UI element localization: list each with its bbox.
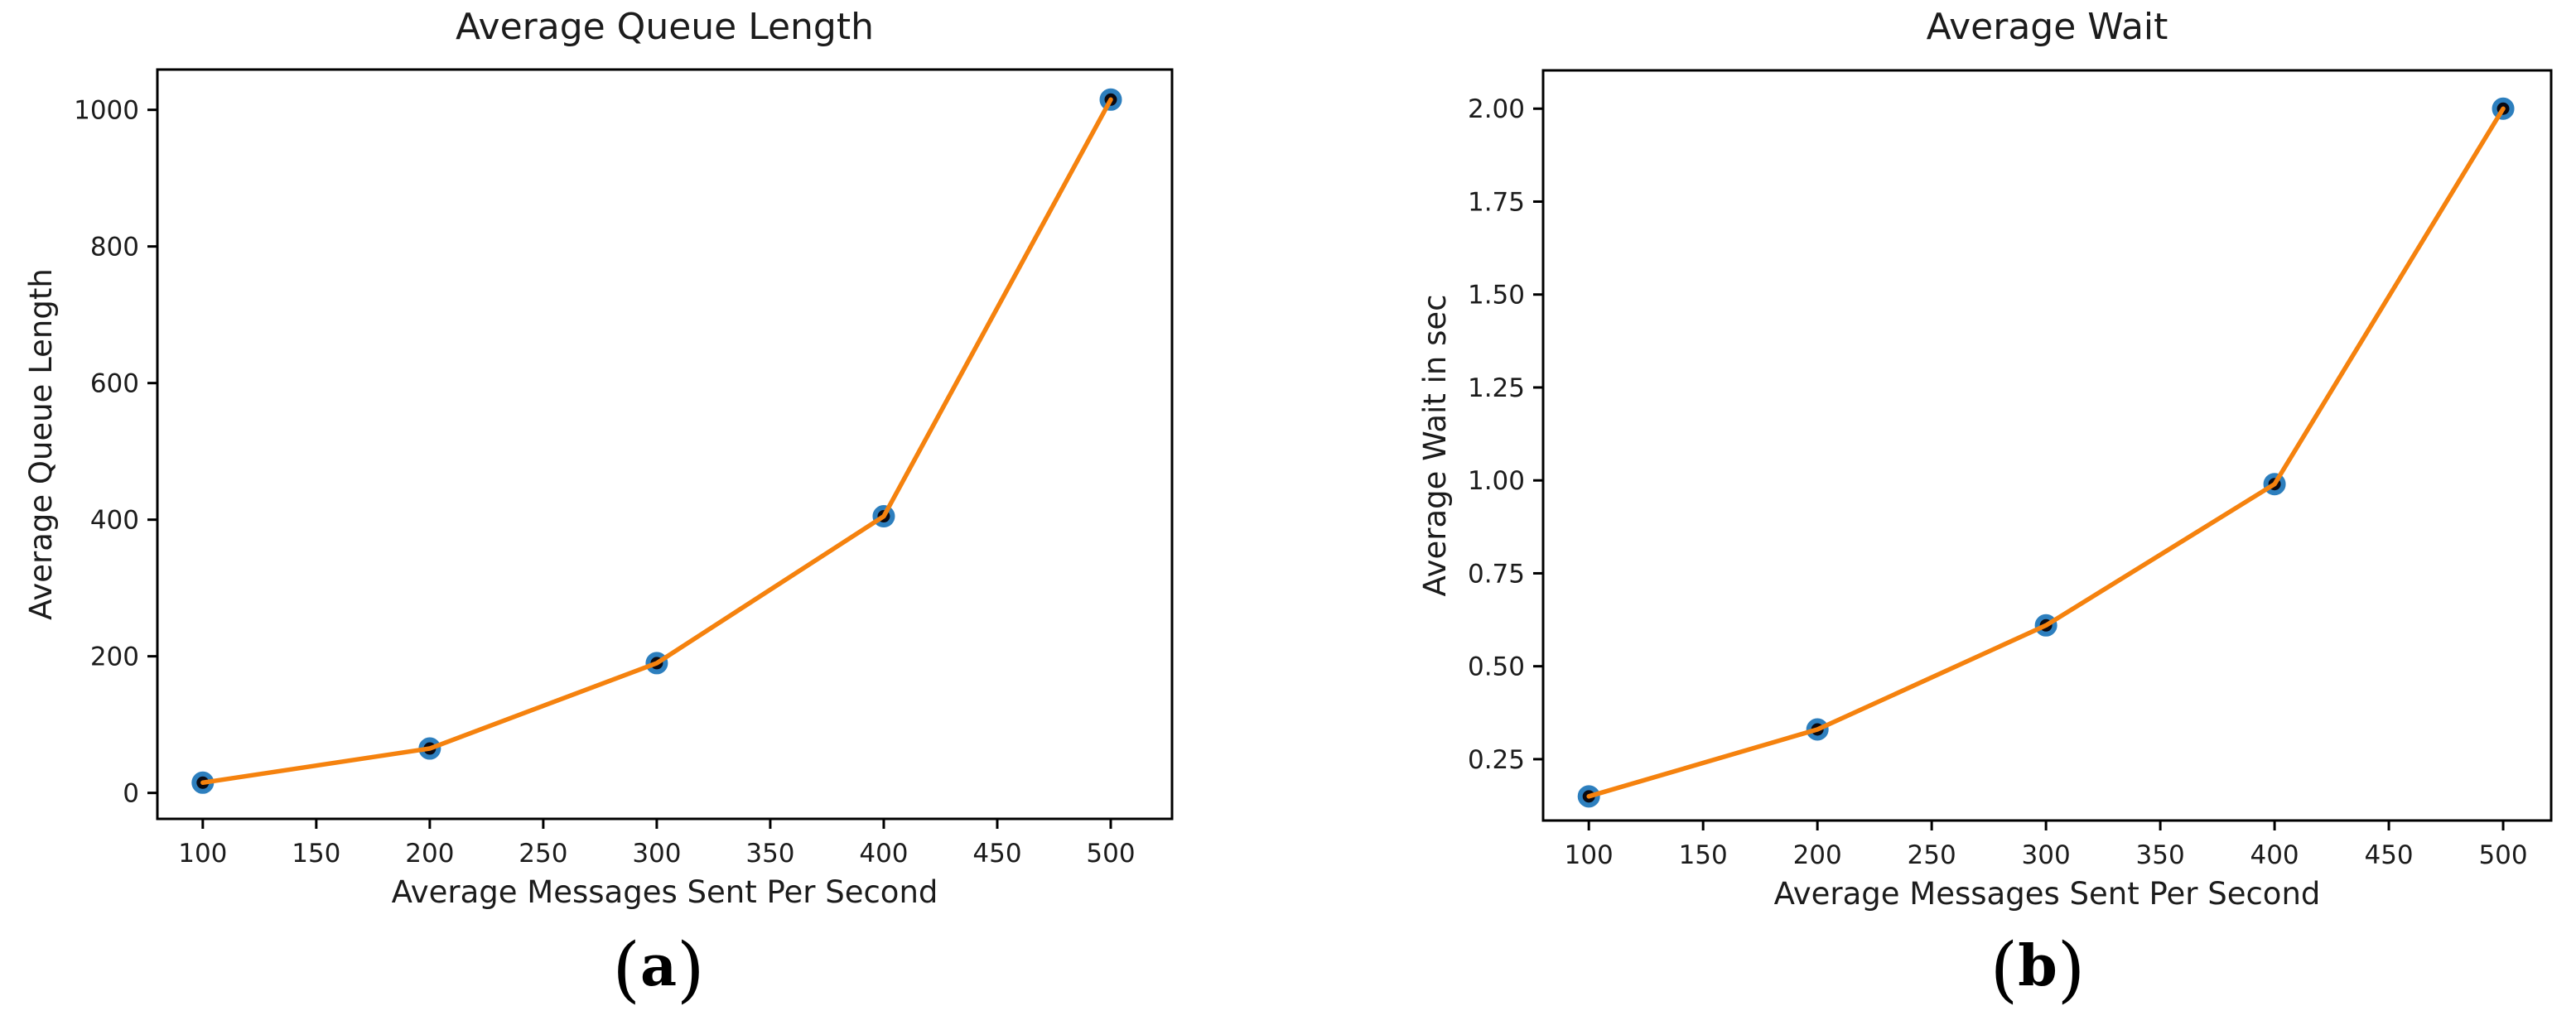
x-tick-label: 200 <box>405 839 454 869</box>
y-tick-label: 2.00 <box>1468 94 1525 124</box>
y-tick-label: 1.00 <box>1468 466 1525 496</box>
x-axis-label: Average Messages Sent Per Second <box>392 874 938 910</box>
y-tick-label: 1.50 <box>1468 281 1525 310</box>
x-tick-label: 200 <box>1793 840 1842 870</box>
x-tick-label: 300 <box>632 839 681 869</box>
x-tick-label: 250 <box>1908 840 1956 870</box>
y-axis-label: Average Queue Length <box>23 268 59 620</box>
plot-spines <box>156 68 1174 821</box>
x-tick-label: 250 <box>519 839 567 869</box>
x-tick-label: 450 <box>972 839 1021 869</box>
y-tick-label: 1.25 <box>1468 373 1525 403</box>
y-axis-label: Average Wait in sec <box>1417 294 1453 596</box>
y-tick-label: 0.75 <box>1468 559 1525 589</box>
chart-title: Average Queue Length <box>456 6 874 48</box>
chart-average-wait: 100 150 200 250 300 350 400 450 500 0.25 0.50 0.75 1… <box>1417 6 2553 912</box>
y-tick-label: 800 <box>90 233 139 262</box>
caption-b-close-paren: ) <box>2057 928 2086 1011</box>
caption-b-letter: b <box>2018 933 2057 999</box>
y-tick-label: 0 <box>123 779 139 809</box>
plot-spines <box>1541 69 2553 822</box>
x-tick-label: 500 <box>2478 840 2527 870</box>
caption-b-open-paren: ( <box>1990 928 2019 1011</box>
x-axis-label: Average Messages Sent Per Second <box>1774 876 2321 912</box>
y-tick-label: 0.25 <box>1468 745 1525 775</box>
x-tick-label: 150 <box>1679 840 1728 870</box>
caption-a: (a) <box>0 934 1317 1005</box>
chart-average-queue-length: 100 150 200 250 300 350 400 450 500 0 200 400 600 800… <box>23 6 1174 910</box>
data-line <box>1586 106 2506 799</box>
caption-a-close-paren: ) <box>677 928 705 1011</box>
x-tick-label: 450 <box>2364 840 2413 870</box>
y-tick-label: 1000 <box>74 96 139 126</box>
x-tick-label: 500 <box>1086 839 1135 869</box>
y-tick-label: 0.50 <box>1468 652 1525 682</box>
x-tick-label: 400 <box>859 839 908 869</box>
y-tick-label: 400 <box>90 506 139 536</box>
caption-a-open-paren: ( <box>612 928 640 1011</box>
x-tick-label: 100 <box>178 839 227 869</box>
x-tick-label: 150 <box>292 839 340 869</box>
data-line <box>200 97 1113 786</box>
x-tick-label: 100 <box>1565 840 1614 870</box>
chart-title: Average Wait <box>1927 6 2168 48</box>
x-tick-label: 350 <box>2136 840 2185 870</box>
y-tick-label: 600 <box>90 369 139 399</box>
caption-b: (b) <box>1288 934 2576 1005</box>
caption-a-letter: a <box>639 933 678 999</box>
x-tick-label: 400 <box>2250 840 2299 870</box>
x-tick-label: 350 <box>745 839 794 869</box>
y-tick-label: 200 <box>90 643 139 672</box>
x-tick-label: 300 <box>2022 840 2071 870</box>
y-tick-label: 1.75 <box>1468 187 1525 217</box>
